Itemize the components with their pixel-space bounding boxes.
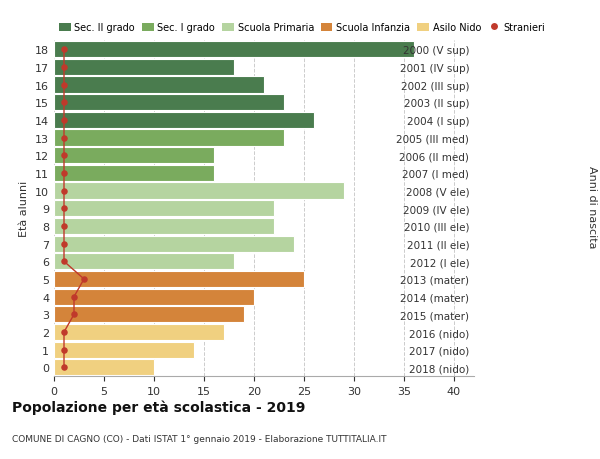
Bar [54, 95, 284, 111]
Point [59, 82, 69, 89]
Bar [54, 183, 344, 199]
Point [59, 152, 69, 160]
Point [59, 364, 69, 371]
Bar [54, 148, 214, 164]
Bar [54, 60, 234, 76]
Legend: Sec. II grado, Sec. I grado, Scuola Primaria, Scuola Infanzia, Asilo Nido, Stran: Sec. II grado, Sec. I grado, Scuola Prim… [59, 23, 545, 33]
Bar [54, 289, 254, 305]
Point [59, 188, 69, 195]
Point [79, 276, 89, 283]
Bar [54, 342, 194, 358]
Point [69, 293, 79, 301]
Point [59, 241, 69, 248]
Point [59, 99, 69, 106]
Point [59, 346, 69, 353]
Point [59, 46, 69, 54]
Point [59, 170, 69, 177]
Text: Anni di nascita: Anni di nascita [587, 165, 597, 248]
Bar [54, 77, 264, 94]
Point [59, 258, 69, 265]
Text: Popolazione per età scolastica - 2019: Popolazione per età scolastica - 2019 [12, 399, 305, 414]
Point [59, 117, 69, 124]
Bar [54, 218, 274, 235]
Bar [54, 324, 224, 341]
Bar [54, 165, 214, 182]
Bar [54, 254, 234, 270]
Bar [54, 271, 304, 287]
Bar [54, 42, 414, 58]
Bar [54, 130, 284, 146]
Text: COMUNE DI CAGNO (CO) - Dati ISTAT 1° gennaio 2019 - Elaborazione TUTTITALIA.IT: COMUNE DI CAGNO (CO) - Dati ISTAT 1° gen… [12, 434, 386, 443]
Bar [54, 307, 244, 323]
Bar [54, 112, 314, 129]
Bar [54, 359, 154, 375]
Point [59, 205, 69, 213]
Point [59, 223, 69, 230]
Point [69, 311, 79, 319]
Y-axis label: Età alunni: Età alunni [19, 181, 29, 237]
Point [59, 64, 69, 72]
Bar [54, 201, 274, 217]
Point [59, 329, 69, 336]
Point [59, 134, 69, 142]
Bar [54, 236, 294, 252]
